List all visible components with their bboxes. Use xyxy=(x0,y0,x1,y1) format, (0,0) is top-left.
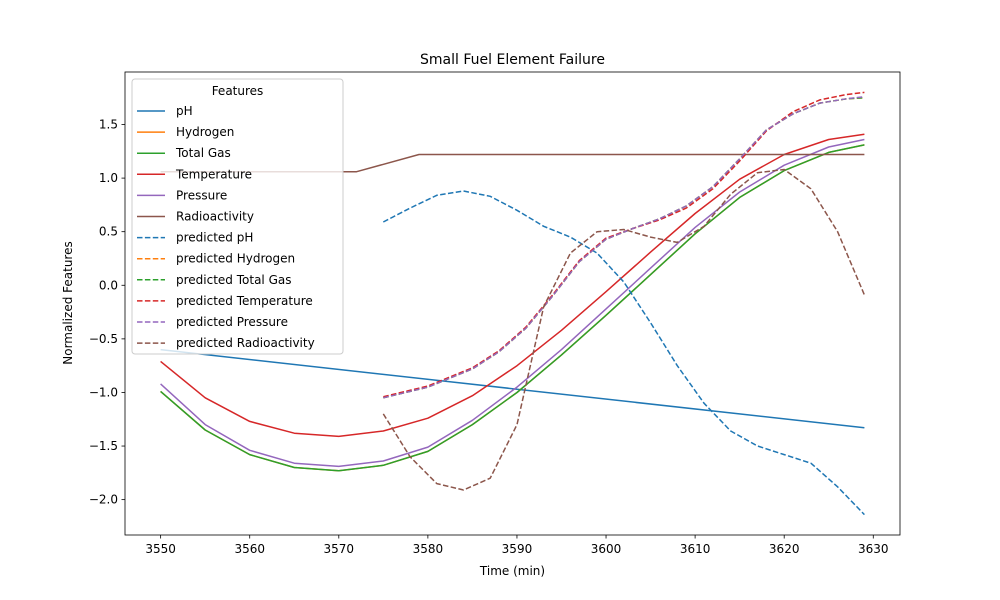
y-tick-label: 0.5 xyxy=(99,225,118,239)
legend-label: Pressure xyxy=(176,188,227,202)
x-tick-label: 3600 xyxy=(591,542,622,556)
series-line-total-gas xyxy=(160,144,865,472)
series-line-pressure xyxy=(160,138,865,468)
x-tick-label: 3590 xyxy=(502,542,533,556)
y-tick-label: −0.5 xyxy=(89,332,118,346)
y-tick-label: −2.0 xyxy=(89,493,118,507)
axes-frame xyxy=(124,71,901,536)
legend-box xyxy=(131,78,344,355)
y-tick-label: −1.0 xyxy=(89,385,118,399)
series-line-predicted-ph xyxy=(382,190,865,516)
legend-label: predicted pH xyxy=(176,231,253,245)
legend-title: Features xyxy=(212,84,264,98)
plot-area xyxy=(160,91,866,516)
legend-label: pH xyxy=(176,104,193,118)
x-tick-label: 3570 xyxy=(324,542,355,556)
x-tick-label: 3620 xyxy=(769,542,800,556)
y-axis-label: Normalized Features xyxy=(61,241,75,364)
legend-label: Hydrogen xyxy=(176,125,234,139)
legend-label: predicted Radioactivity xyxy=(176,336,315,350)
legend-label: predicted Hydrogen xyxy=(176,252,295,266)
x-axis-label: Time (min) xyxy=(479,564,545,578)
legend: Features pH Hydrogen Total Gas Temperature Pr… xyxy=(131,78,344,355)
x-tick-label: 3560 xyxy=(234,542,265,556)
y-tick-label: 0.0 xyxy=(99,278,118,292)
legend-label: predicted Temperature xyxy=(176,294,313,308)
x-tick-label: 3550 xyxy=(145,542,176,556)
series-line-predicted-radioactivity xyxy=(382,168,866,491)
series-line-predicted-pressure xyxy=(383,95,865,399)
legend-label: Total Gas xyxy=(175,146,231,160)
y-tick-label: 1.5 xyxy=(99,118,118,132)
legend-label: predicted Total Gas xyxy=(176,273,291,287)
legend-label: Temperature xyxy=(175,167,252,181)
series-line-temperature xyxy=(160,133,865,438)
x-tick-label: 3610 xyxy=(680,542,711,556)
x-tick-label: 3630 xyxy=(858,542,889,556)
x-tick-label: 3580 xyxy=(413,542,444,556)
series-line-ph xyxy=(160,348,865,429)
axes: 3550 3560 3570 3580 3590 3600 3610 3620 3630 −2.0… xyxy=(89,71,901,556)
y-tick-label: −1.5 xyxy=(89,439,118,453)
chart-title: Small Fuel Element Failure xyxy=(420,52,605,68)
legend-label: Radioactivity xyxy=(176,210,254,224)
y-tick-label: 1.0 xyxy=(99,171,118,185)
legend-label: predicted Pressure xyxy=(176,315,288,329)
